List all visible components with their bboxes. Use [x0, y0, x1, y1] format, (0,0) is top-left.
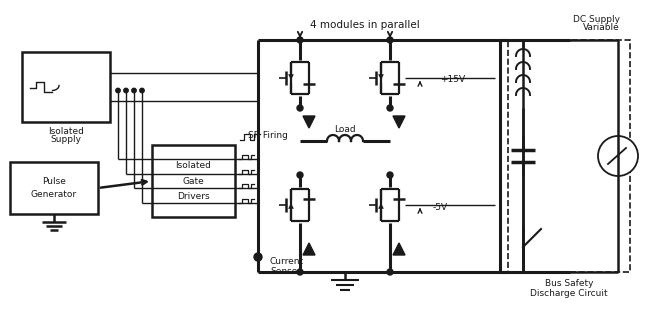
Polygon shape — [303, 243, 315, 255]
Text: Isolated: Isolated — [48, 128, 84, 136]
Bar — [10, 162, 98, 214]
Text: Sensor: Sensor — [270, 267, 301, 277]
Bar — [508, 40, 630, 272]
Text: Pulse: Pulse — [42, 177, 66, 186]
Circle shape — [132, 88, 136, 93]
Text: Generator: Generator — [31, 190, 77, 199]
Circle shape — [116, 88, 120, 93]
Text: -5V: -5V — [433, 202, 448, 212]
Circle shape — [387, 105, 393, 111]
Text: Gate: Gate — [183, 177, 204, 185]
Circle shape — [254, 253, 262, 261]
Text: Current: Current — [270, 257, 304, 267]
Text: 4 modules in parallel: 4 modules in parallel — [310, 20, 420, 30]
Circle shape — [387, 172, 393, 178]
Text: Bus Safety: Bus Safety — [545, 280, 594, 288]
Text: Drivers: Drivers — [177, 192, 210, 201]
Circle shape — [297, 269, 303, 275]
Polygon shape — [393, 116, 405, 128]
Circle shape — [297, 37, 303, 43]
Text: Isolated: Isolated — [176, 161, 211, 170]
Circle shape — [297, 172, 303, 178]
Circle shape — [387, 37, 393, 43]
Polygon shape — [303, 116, 315, 128]
Circle shape — [124, 88, 128, 93]
Circle shape — [598, 136, 638, 176]
Text: DC Supply: DC Supply — [573, 14, 620, 24]
Bar — [22, 52, 110, 122]
Text: SR Firing: SR Firing — [248, 131, 288, 141]
Text: +15V: +15V — [440, 76, 465, 84]
Text: Discharge Circuit: Discharge Circuit — [530, 288, 608, 298]
Circle shape — [297, 105, 303, 111]
Text: Load: Load — [334, 125, 356, 133]
Circle shape — [140, 88, 145, 93]
Text: Variable: Variable — [583, 24, 620, 32]
Circle shape — [387, 269, 393, 275]
Polygon shape — [393, 243, 405, 255]
Text: Supply: Supply — [51, 135, 82, 145]
Bar — [152, 145, 235, 217]
